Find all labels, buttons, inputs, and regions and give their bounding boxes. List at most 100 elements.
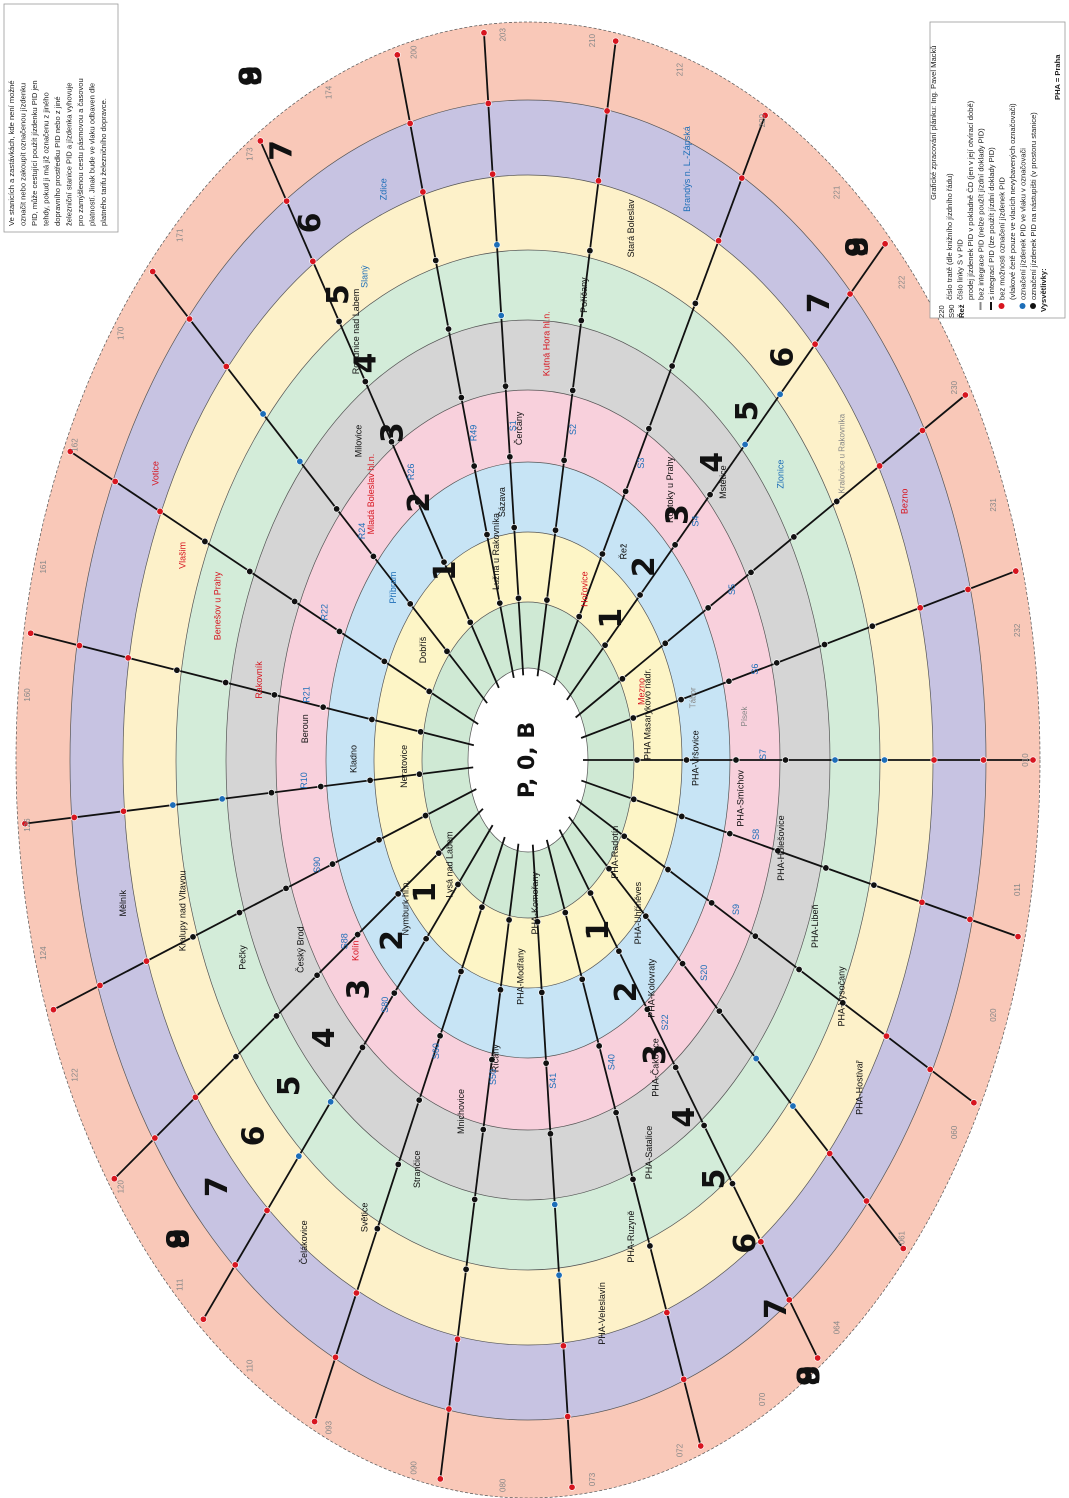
zone-label-3: 3 xyxy=(661,504,696,525)
station-label: Kladno xyxy=(349,745,359,773)
railway-lines xyxy=(21,29,1037,1491)
station-dot xyxy=(569,386,577,394)
station-dot xyxy=(246,567,254,575)
station-dot xyxy=(715,1007,723,1015)
zone-label-7: 7 xyxy=(802,292,837,313)
station-label: Čelákovice xyxy=(299,1220,309,1264)
station-dot xyxy=(422,935,430,943)
railway-line xyxy=(69,450,479,725)
railway-line xyxy=(483,32,525,676)
railway-line xyxy=(30,632,475,747)
line-number-label: S20 xyxy=(699,965,709,981)
station-dot xyxy=(795,965,803,973)
note-line: Ve stanicích a zastávkách, kde není možn… xyxy=(7,80,16,226)
zone-label-8: 8 xyxy=(792,1365,827,1386)
station-label: Roztoky u Prahy xyxy=(665,456,675,523)
station-dot xyxy=(222,679,230,687)
zone-label-1: 1 xyxy=(594,608,629,629)
track-number-label: 173 xyxy=(246,147,255,161)
station-dot xyxy=(191,1093,199,1101)
railway-line xyxy=(568,816,904,1250)
track-number-label: 222 xyxy=(898,275,907,289)
station-dot xyxy=(352,1289,360,1297)
station-dot xyxy=(514,594,522,602)
station-dot xyxy=(375,836,383,844)
station-label: Dobříš xyxy=(418,636,428,663)
zone-label-5: 5 xyxy=(730,400,765,421)
zone-label-9: 9 xyxy=(792,1365,827,1386)
note-line: železniční stanice PID a jízdenka vyhovu… xyxy=(65,82,74,226)
zone-label-6: 6 xyxy=(766,347,801,368)
station-dot xyxy=(741,440,749,448)
station-dot xyxy=(425,687,433,695)
station-dot xyxy=(435,849,443,857)
station-dot xyxy=(790,533,798,541)
station-dot xyxy=(918,426,926,434)
zone-label-6: 6 xyxy=(728,1233,763,1254)
station-label: Kralovice u Rakovníka xyxy=(838,413,847,493)
zone-label-8: 8 xyxy=(234,66,269,87)
legend-item: prodej jízdenek PID v pokladně ČD (jen v… xyxy=(966,100,975,300)
track-number-label: 110 xyxy=(246,1359,255,1372)
station-dot xyxy=(354,931,362,939)
station-dot xyxy=(839,999,847,1007)
station-dot xyxy=(643,1005,651,1013)
railway-line xyxy=(552,115,766,686)
station-dot xyxy=(313,971,321,979)
station-dot xyxy=(598,550,606,558)
station-dot xyxy=(601,641,609,649)
station-dot xyxy=(309,257,317,265)
line-number-label: S2 xyxy=(568,424,578,435)
station-dot xyxy=(335,317,343,325)
legend-sample-blue: S90 xyxy=(947,304,956,318)
station-dot xyxy=(781,756,789,764)
station-label: PHA-Čakovice xyxy=(651,1038,661,1097)
line-number-label: S80 xyxy=(380,997,390,1013)
station-dot xyxy=(394,890,402,898)
station-dot xyxy=(697,1442,705,1450)
station-dot xyxy=(725,677,733,685)
railway-line xyxy=(396,54,515,679)
station-dot xyxy=(700,1122,708,1130)
line-number-label: S4 xyxy=(691,516,701,527)
station-dot xyxy=(496,986,504,994)
railway-line xyxy=(536,40,617,677)
station-label: Benešov u Prahy xyxy=(213,571,223,640)
station-dot xyxy=(142,957,150,965)
zone-label-3: 3 xyxy=(341,979,376,1000)
station-dot xyxy=(715,237,723,245)
railway-line xyxy=(24,766,474,825)
track-number-label: 170 xyxy=(116,326,125,340)
station-dot xyxy=(930,756,938,764)
station-dot xyxy=(1012,567,1020,575)
note-line: platností. Jinak bude ve vlaku odbaven d… xyxy=(88,83,97,226)
station-dot xyxy=(533,918,541,926)
station-dot xyxy=(564,1413,572,1421)
station-dot xyxy=(629,714,637,722)
note-line: označit nebo zakoupit označenou jízdenku xyxy=(19,83,28,226)
track-number-label: 072 xyxy=(676,1443,685,1457)
station-dot xyxy=(480,29,488,37)
zone-label-5: 5 xyxy=(272,1075,307,1096)
station-dot xyxy=(256,137,264,145)
station-dot xyxy=(218,795,226,803)
line-number-label: R21 xyxy=(301,686,311,703)
line-number-label: R49 xyxy=(468,425,478,442)
track-number-label: 061 xyxy=(898,1230,907,1244)
station-label: Roudnice nad Labem xyxy=(351,289,361,375)
station-dot xyxy=(462,1265,470,1273)
station-dot xyxy=(111,477,119,485)
legend-item: s integrací PID (lze použít jízdní dokla… xyxy=(987,147,996,300)
station-dot xyxy=(605,865,613,873)
station-dot xyxy=(466,618,474,626)
station-dot xyxy=(457,967,465,975)
station-label: PHA-Smíchov xyxy=(736,770,746,827)
legend-symbol xyxy=(1019,303,1026,309)
station-dot xyxy=(646,1242,654,1250)
zone-label-7: 7 xyxy=(759,1298,794,1319)
station-label: Bezno xyxy=(899,489,909,515)
station-dot xyxy=(629,1175,637,1183)
station-dot xyxy=(263,1207,271,1215)
station-label: PHA-Komořany xyxy=(530,871,540,934)
